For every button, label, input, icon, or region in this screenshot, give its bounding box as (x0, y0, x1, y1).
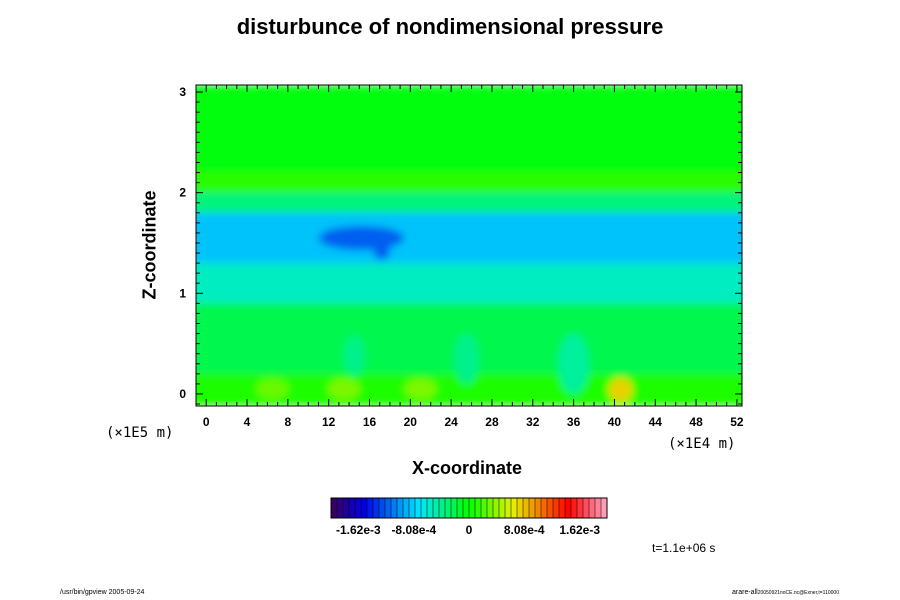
colorbar-segment (367, 498, 374, 518)
y-tick-label: 0 (179, 387, 186, 401)
colorbar-segment (523, 498, 530, 518)
time-label: t=1.1e+06 s (652, 541, 716, 555)
footer-source-main: arare-all (732, 589, 758, 596)
colorbar-segment (589, 498, 596, 518)
x-tick-label: 52 (730, 415, 744, 429)
field-feature (327, 378, 361, 399)
colorbar-segment (409, 498, 416, 518)
colorbar-segment (361, 498, 368, 518)
pressure-field (196, 85, 742, 406)
colorbar-tick-label: -8.08e-4 (391, 523, 436, 537)
colorbar-segment (571, 498, 578, 518)
x-axis-label: X-coordinate (411, 458, 522, 478)
colorbar-tick-label: 1.62e-3 (559, 523, 600, 537)
colorbar-segment (439, 498, 446, 518)
colorbar-segment (421, 498, 428, 518)
colorbar-segment (445, 498, 452, 518)
x-tick-label: 20 (404, 415, 418, 429)
y-unit-label: (×1E5 m) (106, 425, 174, 441)
colorbar-segment (595, 498, 602, 518)
colorbar-segment (379, 498, 386, 518)
field-band (196, 212, 742, 264)
colorbar-segment (391, 498, 398, 518)
colorbar-segment (553, 498, 560, 518)
colorbar-segment (355, 498, 362, 518)
colorbar-segment (505, 498, 512, 518)
colorbar-segment (463, 498, 470, 518)
x-unit-label: (×1E4 m) (668, 436, 736, 452)
colorbar-segment (517, 498, 524, 518)
x-tick-label: 32 (526, 415, 540, 429)
colorbar-segment (343, 498, 350, 518)
colorbar-segment (481, 498, 488, 518)
colorbar-tick-label: 0 (466, 523, 473, 537)
colorbar-segment (541, 498, 548, 518)
field-feature (256, 378, 289, 399)
colorbar-tick-label: 8.08e-4 (504, 523, 545, 537)
colorbar-segment (427, 498, 434, 518)
x-tick-label: 12 (322, 415, 336, 429)
colorbar-segment (583, 498, 590, 518)
colorbar-segment (475, 498, 482, 518)
colorbar-segment (487, 498, 494, 518)
x-tick-label: 24 (444, 415, 458, 429)
field-band (196, 192, 742, 213)
field-feature (373, 239, 390, 261)
colorbar-segment (547, 498, 554, 518)
field-band (196, 263, 742, 304)
colorbar-segment (469, 498, 476, 518)
colorbar-segment (493, 498, 500, 518)
colorbar-segment (577, 498, 584, 518)
colorbar-segment (529, 498, 536, 518)
x-tick-label: 40 (608, 415, 622, 429)
x-tick-label: 4 (244, 415, 251, 429)
plot-frame (195, 84, 743, 407)
x-tick-label: 48 (689, 415, 703, 429)
y-tick-label: 3 (179, 85, 186, 99)
colorbar-segment (499, 498, 506, 518)
colorbar-segment (349, 498, 356, 518)
x-tick-label: 36 (567, 415, 581, 429)
field-band (196, 172, 742, 193)
colorbar-segment (373, 498, 380, 518)
colorbar-segment (433, 498, 440, 518)
field-feature (343, 335, 365, 376)
field-feature (318, 225, 405, 251)
chart-title: disturbunce of nondimensional pressure (236, 14, 664, 39)
y-axis-label: Z-coordinate (139, 190, 160, 300)
colorbar-segment (337, 498, 344, 518)
field-feature (454, 333, 479, 384)
colorbar-segment (601, 498, 608, 518)
colorbar-segment (457, 498, 464, 518)
colorbar-segment (403, 498, 410, 518)
colorbar-segment (331, 498, 338, 518)
colorbar-segment (535, 498, 542, 518)
footer-source: arare-all20050921noCE.nc@Exner,t=110000 (732, 589, 839, 596)
colorbar-segment (559, 498, 566, 518)
x-tick-label: 28 (485, 415, 499, 429)
colorbar-segment (451, 498, 458, 518)
colorbar-segment (511, 498, 518, 518)
colorbar-segment (385, 498, 392, 518)
x-tick-label: 8 (285, 415, 292, 429)
y-tick-label: 2 (179, 186, 186, 200)
y-tick-label: 1 (179, 286, 186, 300)
field-feature (404, 378, 437, 399)
colorbar-segment (415, 498, 422, 518)
footer-source-sub: 20050921noCE.nc@Exner,t=110000 (757, 590, 839, 596)
x-tick-label: 16 (363, 415, 377, 429)
x-tick-label: 44 (649, 415, 663, 429)
colorbar-tick-label: -1.62e-3 (336, 523, 381, 537)
colorbar-frame (330, 497, 608, 519)
field-feature (558, 333, 589, 394)
colorbar-segment (397, 498, 404, 518)
field-feature (608, 377, 633, 402)
colorbar-segment (565, 498, 572, 518)
field-band (196, 85, 742, 173)
x-tick-label: 0 (203, 415, 210, 429)
footer-command: /usr/bin/gpview 2005-09-24 (60, 589, 145, 596)
colorbar: -1.62e-3 -8.08e-4 0 8.08e-4 1.62e-3 (330, 497, 608, 537)
